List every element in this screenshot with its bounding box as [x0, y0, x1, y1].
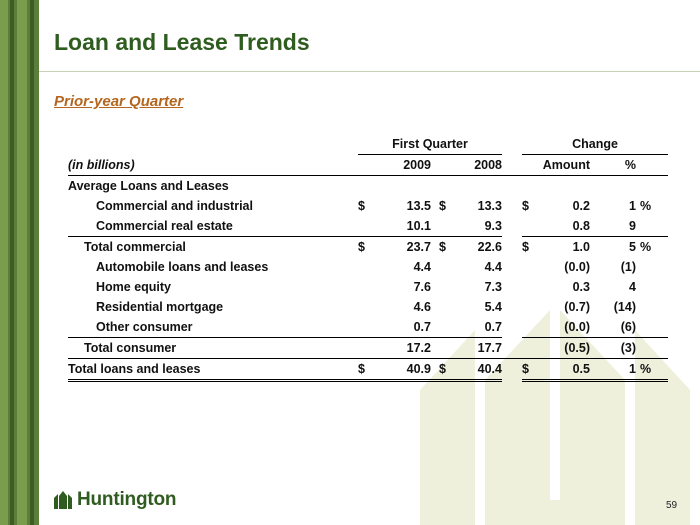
loan-trends-table: First Quarter Change (in billions) 2009 …	[68, 134, 668, 382]
logo-wordmark: Huntington	[77, 489, 177, 510]
table-row: Commercial and industrial $ 13.5 $ 13.3 …	[68, 196, 668, 216]
change-header: Change	[522, 134, 668, 155]
huntington-logo-icon	[54, 491, 72, 509]
title-divider	[39, 71, 700, 72]
section-title: Average Loans and Leases	[68, 179, 229, 193]
header-band	[39, 0, 700, 70]
row-label: Commercial and industrial	[96, 199, 253, 213]
group-header-row: First Quarter Change	[68, 134, 668, 155]
huntington-logo: Huntington	[53, 489, 176, 511]
table-row: Automobile loans and leases 4.4 4.4 (0.0…	[96, 260, 636, 274]
page-number: 59	[666, 500, 678, 511]
col-2009-header: 2009	[376, 154, 431, 176]
col-2008-header: 2008	[457, 154, 502, 176]
column-header-row: (in billions) 2009 2008 Amount %	[68, 154, 668, 176]
left-sidebar-band	[0, 0, 39, 525]
units-label: (in billions)	[68, 154, 358, 176]
col-pct-header: %	[590, 154, 636, 176]
section-title-row: Average Loans and Leases	[68, 176, 668, 197]
table-row-total: Total loans and leases $ 40.9 $ 40.4 $ 0…	[68, 358, 668, 382]
table-row-subtotal: Total commercial $ 23.7 $ 22.6 $ 1.0 5 %	[84, 240, 652, 254]
table-row-subtotal: Total consumer 17.2 17.7 (0.5) (3)	[68, 337, 668, 359]
table-row: Residential mortgage 4.6 5.4 (0.7) (14)	[96, 300, 636, 314]
table-row: Commercial real estate 10.1 9.3 0.8 9	[68, 216, 668, 237]
table-row: Home equity 7.6 7.3 0.3 4	[96, 280, 636, 294]
table-row: Other consumer 0.7 0.7 (0.0) (6)	[68, 317, 668, 338]
slide-title: Loan and Lease Trends	[54, 29, 310, 55]
col-amount-header: Amount	[540, 154, 590, 176]
slide-subtitle: Prior-year Quarter	[54, 93, 184, 110]
first-quarter-header: First Quarter	[358, 134, 502, 155]
